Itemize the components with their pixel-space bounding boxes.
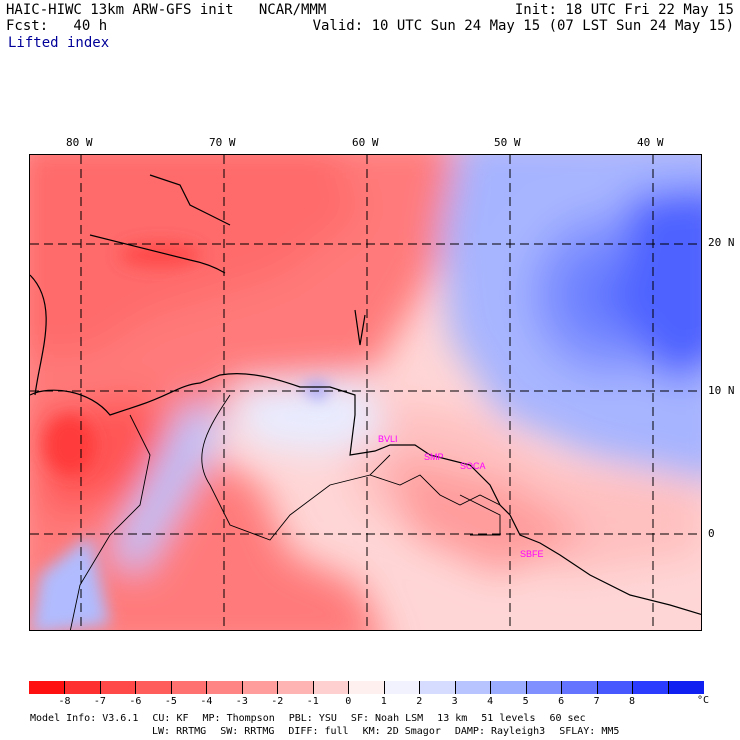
footer-physics-info: LW: RRTMG SW: RRTMG DIFF: full KM: 2D Smago… (152, 726, 712, 738)
colorbar-segment (667, 681, 704, 694)
colorbar-unit: °C (697, 695, 710, 706)
field-name: Lifted index (8, 35, 110, 51)
footer-item: 13 km (437, 713, 468, 724)
stations: BVLI SMP SOCA SBFE (378, 434, 544, 559)
country-borders (69, 394, 501, 630)
footer-item: SF: Noah LSM (350, 713, 424, 724)
footer-item: DAMP: Rayleigh3 (454, 726, 546, 737)
footer-item: 60 sec (549, 713, 586, 724)
colorbar-tick-label: -5 (164, 696, 177, 707)
lifted-index-map: BVLI SMP SOCA SBFE (29, 154, 702, 631)
footer-item: SFLAY: MM5 (559, 726, 620, 737)
lon-label-70w: 70 W (209, 136, 236, 149)
colorbar-tick-label: -3 (235, 696, 248, 707)
colorbar-segment (525, 681, 563, 694)
colorbar-segment (454, 681, 492, 694)
colorbar-segment (419, 681, 456, 694)
footer-model-info: Model Info: V3.6.1 CU: KF MP: Thompson PBL:… (30, 713, 710, 725)
footer-item: MP: Thompson (202, 713, 275, 724)
forecast-hour: Fcst: 40 h (6, 18, 108, 34)
colorbar-tick-label: 1 (380, 696, 387, 707)
footer-item: SW: RRTMG (220, 726, 275, 737)
footer-item: KM: 2D Smagor (362, 726, 441, 737)
colorbar (29, 681, 704, 694)
station-soca: SOCA (460, 461, 486, 471)
colorbar-tick-label: -4 (200, 696, 213, 707)
colorbar-segment (29, 681, 66, 694)
colorbar-segment (596, 681, 634, 694)
footer-item: CU: KF (152, 713, 189, 724)
footer-item: 51 levels (481, 713, 536, 724)
colorbar-tick-label: 6 (558, 696, 565, 707)
init-time: Init: 18 UTC Fri 22 May 15 (514, 2, 734, 18)
colorbar-segment (348, 681, 385, 694)
colorbar-tick-label: 2 (416, 696, 423, 707)
colorbar-tick-label: -8 (58, 696, 71, 707)
footer-item: Model Info: V3.6.1 (30, 713, 139, 724)
colorbar-segment (383, 681, 421, 694)
li-field (30, 155, 701, 630)
colorbar-tick-label: 7 (593, 696, 600, 707)
colorbar-segment (632, 681, 669, 694)
lon-label-40w: 40 W (637, 136, 664, 149)
colorbar-tick-label: 0 (345, 696, 352, 707)
valid-time: Valid: 10 UTC Sun 24 May 15 (07 LST Sun … (312, 18, 734, 34)
colorbar-tick-label: 3 (451, 696, 458, 707)
colorbar-segment (206, 681, 243, 694)
colorbar-tick-label: -2 (271, 696, 284, 707)
lat-label-0: 0 (708, 527, 715, 540)
colorbar-tick-label: 4 (487, 696, 494, 707)
colorbar-segment (241, 681, 279, 694)
lon-label-60w: 60 W (352, 136, 379, 149)
colorbar-segment (490, 681, 527, 694)
colorbar-segment (64, 681, 101, 694)
model-title: HAIC-HIWC 13km ARW-GFS init NCAR/MMM (6, 2, 327, 18)
li-field-detail (30, 243, 330, 630)
colorbar-tick-label: -1 (306, 696, 319, 707)
station-smp: SMP (424, 452, 444, 462)
lat-label-10n: 10 N (708, 384, 735, 397)
footer-item: LW: RRTMG (152, 726, 207, 737)
colorbar-tick-label: 5 (522, 696, 529, 707)
footer-item: PBL: YSU (288, 713, 337, 724)
footer-item: DIFF: full (288, 726, 349, 737)
colorbar-segment (561, 681, 598, 694)
colorbar-tick-label: 8 (629, 696, 636, 707)
colorbar-tick-label: -7 (93, 696, 106, 707)
colorbar-segment (135, 681, 172, 694)
graticule (30, 155, 701, 630)
station-bvli: BVLI (378, 434, 398, 444)
colorbar-segment (170, 681, 208, 694)
lon-label-80w: 80 W (66, 136, 93, 149)
colorbar-segment (99, 681, 137, 694)
lat-label-20n: 20 N (708, 236, 735, 249)
station-sbfe: SBFE (520, 549, 544, 559)
colorbar-tick-label: -6 (129, 696, 142, 707)
colorbar-segment (312, 681, 350, 694)
lon-label-50w: 50 W (494, 136, 521, 149)
colorbar-segment (277, 681, 314, 694)
coastlines (30, 174, 701, 616)
